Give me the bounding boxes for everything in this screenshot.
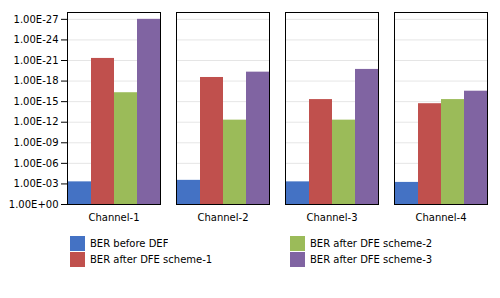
svg-text:1.00E-06: 1.00E-06 — [14, 158, 59, 169]
svg-text:Channel-1: Channel-1 — [88, 212, 139, 223]
svg-text:1.00E-27: 1.00E-27 — [14, 14, 59, 25]
svg-text:Channel-3: Channel-3 — [306, 212, 357, 223]
svg-text:1.00E-15: 1.00E-15 — [14, 96, 59, 107]
svg-text:1.00E+00: 1.00E+00 — [9, 199, 59, 210]
svg-text:1.00E-24: 1.00E-24 — [14, 34, 59, 45]
html-text:BER after DFE scheme-3: BER after DFE scheme-3 — [310, 254, 433, 265]
svg-text:1.00E-21: 1.00E-21 — [14, 55, 59, 66]
svg-text:1.00E-03: 1.00E-03 — [14, 178, 59, 189]
svg-text:1.00E-09: 1.00E-09 — [14, 137, 59, 148]
html-text:BER after DFE scheme-2: BER after DFE scheme-2 — [310, 238, 433, 249]
svg-text:1.00E-12: 1.00E-12 — [14, 116, 59, 127]
svg-text:Channel-2: Channel-2 — [197, 212, 248, 223]
html-text:BER before DEF: BER before DEF — [90, 238, 169, 249]
svg-text:Channel-4: Channel-4 — [415, 212, 466, 223]
svg-text:1.00E-18: 1.00E-18 — [14, 75, 59, 86]
html-text:BER after DFE scheme-1: BER after DFE scheme-1 — [90, 254, 213, 265]
